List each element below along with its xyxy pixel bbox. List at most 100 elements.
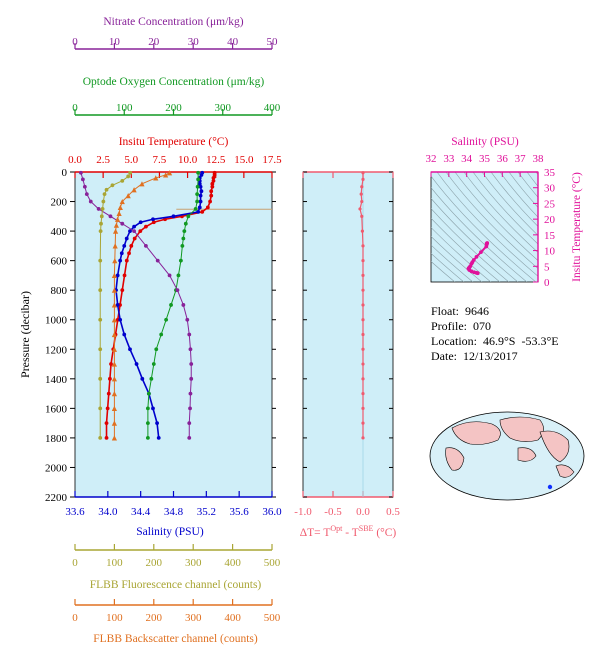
ts-y-tick-label: 10 [544,246,556,258]
main-plot-area [74,171,273,498]
isopycnal-line [431,244,474,282]
ts-x-tick-label: 32 [426,153,437,165]
backscatter-tick-label: 200 [146,612,163,624]
backscatter-axis-title: FLBB Backscatter channel (counts) [93,633,258,645]
ts-x-tick-label: 34 [461,153,473,165]
ts-y-axis-title: Insitu Temperature (°C) [571,172,583,282]
ts-y-tick-label: 15 [544,230,556,242]
isopycnal-line [517,172,538,198]
delta-point [361,391,365,396]
fluorescence-point [98,258,103,263]
temperature-point [120,288,125,293]
nitrate-tick-label: 0 [72,36,78,48]
nitrate-point [175,288,180,293]
oxygen-point [145,406,150,411]
delta-plot-area [302,171,394,498]
backscatter-point [114,216,121,222]
delta-point [360,229,364,233]
temperature-point [210,181,215,186]
delta-point [361,436,365,440]
nitrate-point [80,177,85,182]
ts-point [479,250,483,255]
fluorescence-tick-label: 400 [224,557,241,569]
ts-point [484,244,489,249]
salinity-point [199,189,204,194]
delta-point [358,207,362,211]
backscatter-point [112,228,119,234]
oxygen-point [159,332,164,337]
nitrate-point [181,303,186,307]
fluorescence-point [110,183,115,188]
fluorescence-tick-label: 100 [106,557,123,569]
temperature-point [129,243,134,248]
salinity-tick-label: 34.4 [131,506,151,518]
nitrate-point [88,199,93,204]
delta-point [361,347,365,351]
nitrate-point [155,258,160,263]
delta-point [361,177,365,181]
ts-y-tick-label: 0 [544,277,550,289]
fluorescence-point [98,376,103,381]
backscatter-point [112,243,118,249]
salinity-tick-label: 35.6 [230,506,250,518]
backscatter-point [131,187,137,193]
pressure-tick-label: 2000 [45,462,68,474]
salinity-point [156,436,161,440]
nitrate-point [188,347,193,352]
isopycnal-line [499,172,538,218]
delta-point [361,273,365,278]
backscatter-tick-label: 300 [185,612,202,624]
temperature-point [104,421,109,426]
delta-point [361,332,365,337]
delta-tick-label: 0.5 [386,506,400,518]
delta-tick-label: -0.5 [324,506,342,518]
delta-point [361,288,365,292]
date: Date: 12/13/2017 [431,349,518,363]
salinity-point [115,303,120,307]
delta-title-part: Opt [330,524,343,533]
nitrate-point [84,192,89,197]
float-id: Float: 9646 [431,304,490,318]
ts-x-tick-label: 35 [479,153,491,165]
delta-point [361,244,365,248]
oxygen-tick-label: 200 [165,102,182,114]
salinity-point [140,376,145,381]
oxygen-point [186,214,191,219]
ts-y-tick-label: 35 [544,167,556,179]
delta-title-part: (°C) [373,527,396,539]
delta-point [361,406,365,410]
salinity-tick-label: 33.6 [65,506,85,518]
oxygen-tick-label: 0 [72,102,78,114]
oxygen-point [151,362,156,366]
temperature-point [127,251,131,256]
salinity-point [118,258,123,263]
oxygen-point [149,376,154,381]
salinity-point [171,214,176,219]
temperature-point [105,406,110,411]
salinity-axis-title: Salinity (PSU) [136,526,204,538]
isopycnal-line [431,252,465,282]
profile-number: Profile: 070 [431,319,491,333]
delta-point [360,214,364,218]
delta-point [360,185,364,189]
oxygen-point [154,347,159,352]
pressure-tick-label: 2200 [45,492,68,504]
fluorescence-point [102,192,107,197]
ts-y-tick-label: 20 [544,214,556,226]
temperature-point [211,178,216,183]
nitrate-point [189,362,194,366]
temperature-point [209,189,214,194]
salinity-point [138,220,143,225]
oxygen-point [146,391,151,396]
salinity-point [155,421,159,426]
delta-tick-label: 0.0 [356,506,370,518]
pressure-tick-label: 800 [51,285,68,297]
isopycnal-line [431,208,510,282]
backscatter-point [111,420,117,426]
temperature-tick-label: 2.5 [96,154,110,166]
temperature-point [106,391,111,396]
oxygen-point [195,192,200,197]
isopycnal-line [481,172,538,236]
ts-y-tick-label: 5 [544,261,550,273]
salinity-point [198,193,203,198]
